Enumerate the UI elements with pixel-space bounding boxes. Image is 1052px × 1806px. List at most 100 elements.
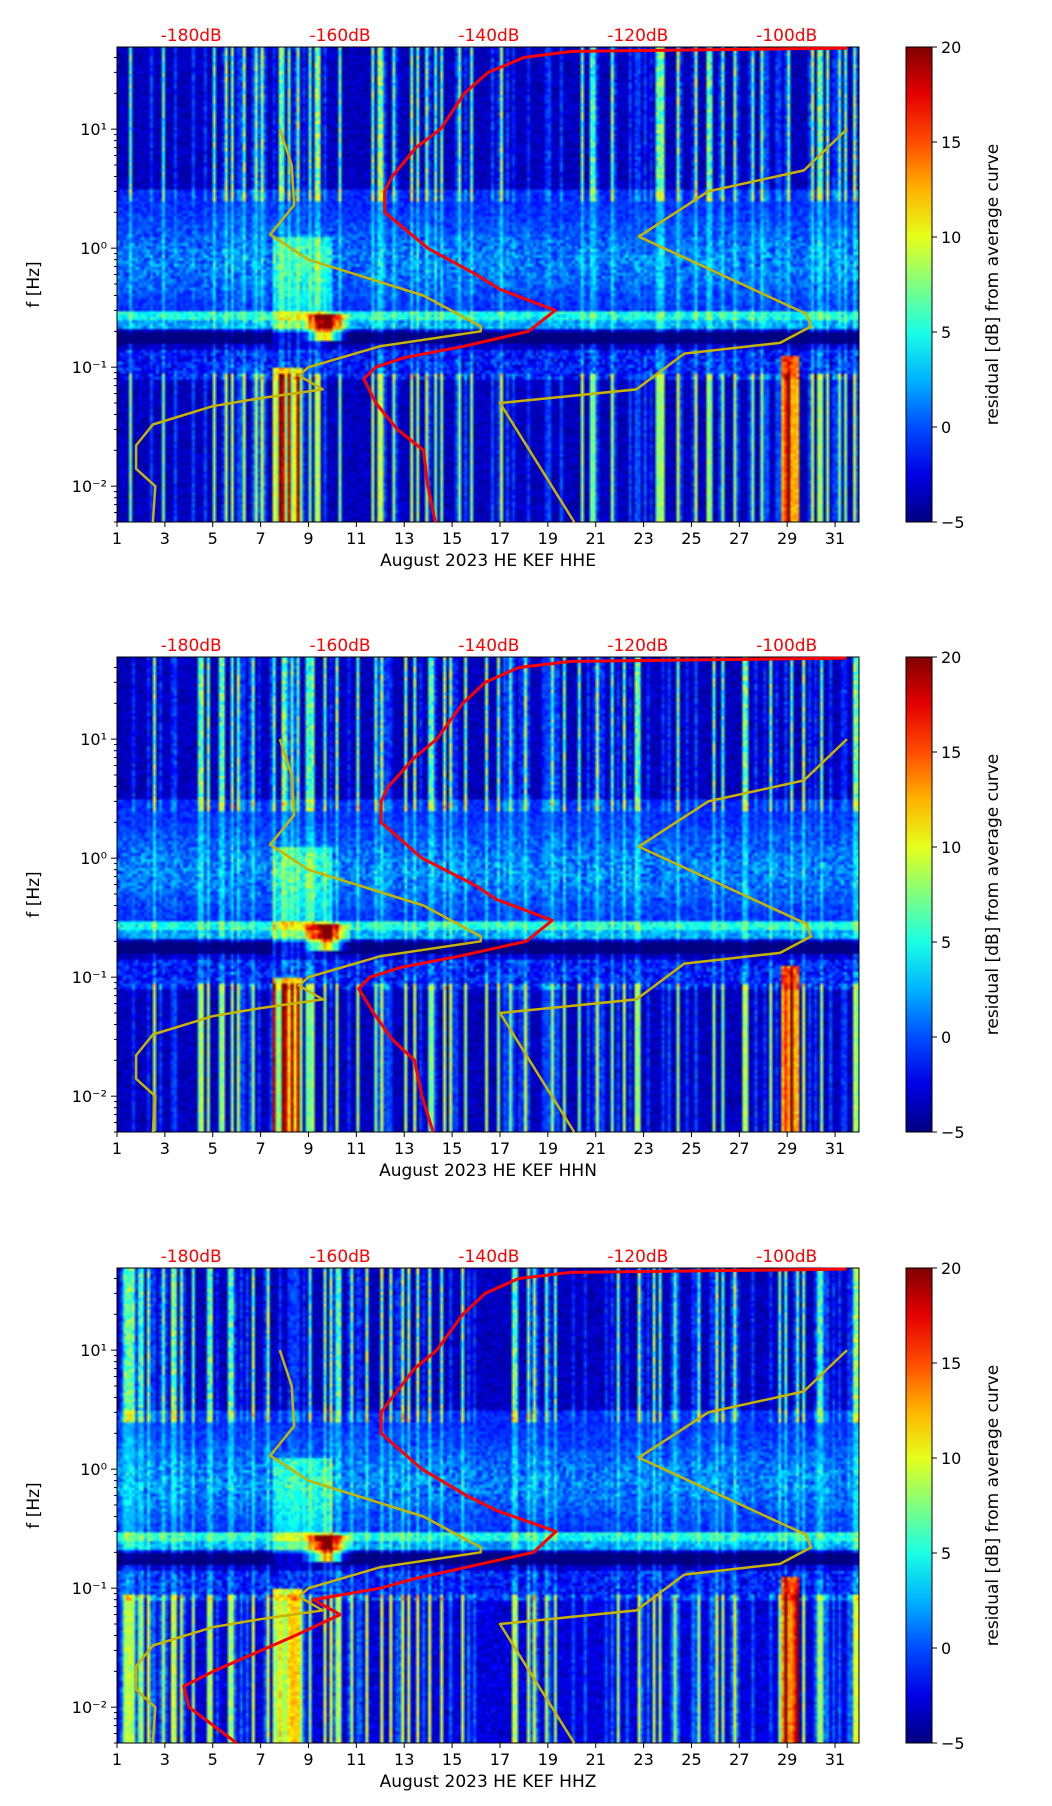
y-tick-label: 10¹ xyxy=(80,730,107,749)
top-db-label: -160dB xyxy=(310,26,371,46)
colorbar-tick-label: 5 xyxy=(941,1544,951,1563)
colorbar xyxy=(905,1267,933,1744)
y-tick-label: 10⁻² xyxy=(72,1698,107,1717)
colorbar xyxy=(905,46,933,523)
y-tick-label: 10⁰ xyxy=(80,849,107,868)
y-tick-label: 10⁰ xyxy=(80,1460,107,1479)
spectrogram-hhe xyxy=(117,47,859,522)
x-tick-label: 27 xyxy=(729,1750,749,1769)
x-tick-label: 29 xyxy=(777,1750,797,1769)
colorbar-label: residual [dB] from average curve xyxy=(983,1365,1003,1646)
high-noise-model-curve xyxy=(498,1349,848,1744)
colorbar-tick-label: −5 xyxy=(941,1734,965,1753)
average-psd-curve xyxy=(357,656,847,1133)
average-psd-curve xyxy=(182,1267,847,1745)
y-axis-label: f [Hz] xyxy=(24,261,44,307)
colorbar-tick-label: 15 xyxy=(941,1354,961,1373)
axes-hhe: 1 3 5 7 9 11 13 15 17 19 21 23 25 27 29 3110⁻²10⁻¹10⁰10… xyxy=(24,26,1003,571)
x-tick-label: 19 xyxy=(538,1750,558,1769)
low-noise-model-curve xyxy=(134,1349,483,1744)
top-db-label: -100dB xyxy=(756,636,817,656)
top-db-label: -160dB xyxy=(310,1247,371,1267)
colorbar-tick-label: 5 xyxy=(941,323,951,342)
x-tick-label: 29 xyxy=(777,1139,797,1158)
x-tick-label: 17 xyxy=(490,1139,510,1158)
x-tick-label: 1 xyxy=(112,1139,122,1158)
x-tick-label: 11 xyxy=(346,529,366,548)
top-db-label: -180dB xyxy=(161,1247,222,1267)
x-tick-label: 19 xyxy=(538,529,558,548)
x-tick-label: 29 xyxy=(777,529,797,548)
plot-frame xyxy=(116,656,860,1133)
x-tick-label: 25 xyxy=(681,529,701,548)
x-tick-label: 5 xyxy=(208,1139,218,1158)
x-tick-label: 1 xyxy=(112,1750,122,1769)
colorbar-tick-label: 0 xyxy=(941,418,951,437)
y-tick-label: 10⁻¹ xyxy=(72,1579,107,1598)
x-tick-label: 13 xyxy=(394,1750,414,1769)
x-axis-label: August 2023 HE KEF HHN xyxy=(379,1161,597,1181)
plot-frame xyxy=(116,46,860,523)
x-tick-label: 3 xyxy=(160,1139,170,1158)
x-tick-label: 23 xyxy=(633,1139,653,1158)
x-tick-label: 13 xyxy=(394,1139,414,1158)
y-tick-label: 10⁻¹ xyxy=(72,968,107,987)
x-tick-label: 1 xyxy=(112,529,122,548)
x-tick-label: 17 xyxy=(490,529,510,548)
low-noise-model-curve xyxy=(134,128,483,523)
y-tick-label: 10¹ xyxy=(80,1341,107,1360)
x-tick-label: 27 xyxy=(729,1139,749,1158)
panel-hhe: 1 3 5 7 9 11 13 15 17 19 21 23 25 27 29 31 10⁻² 10⁻¹ 10⁰ 10… xyxy=(0,26,1052,647)
x-tick-label: 21 xyxy=(586,1139,606,1158)
plot-frame xyxy=(116,1267,860,1744)
x-tick-label: 13 xyxy=(394,529,414,548)
x-tick-label: 31 xyxy=(825,1139,845,1158)
average-psd-curve xyxy=(362,46,848,523)
panel-hhn: 1 3 5 7 9 11 13 15 17 19 21 23 25 27 29 31 10⁻² 10⁻¹ 10⁰ 10… xyxy=(0,636,1052,1257)
colorbar-tick-label: 10 xyxy=(941,1449,961,1468)
x-tick-label: 23 xyxy=(633,529,653,548)
x-tick-label: 31 xyxy=(825,529,845,548)
y-tick-label: 10⁻² xyxy=(72,477,107,496)
colorbar-tick-label: 20 xyxy=(941,38,961,57)
colorbar-tick-label: −5 xyxy=(941,513,965,532)
top-db-label: -120dB xyxy=(607,26,668,46)
colorbar-tick-label: 10 xyxy=(941,228,961,247)
axes-hhz: 1 3 5 7 9 11 13 15 17 19 21 23 25 27 29 3110⁻²10⁻¹10⁰10… xyxy=(24,1247,1003,1792)
x-tick-label: 9 xyxy=(303,529,313,548)
x-tick-label: 27 xyxy=(729,529,749,548)
colorbar-tick-label: 15 xyxy=(941,133,961,152)
high-noise-model-curve xyxy=(498,128,848,523)
x-tick-label: 7 xyxy=(256,1139,266,1158)
top-db-label: -120dB xyxy=(607,636,668,656)
low-noise-model-curve xyxy=(134,738,483,1133)
x-tick-label: 15 xyxy=(442,529,462,548)
x-tick-label: 17 xyxy=(490,1750,510,1769)
y-tick-label: 10⁻² xyxy=(72,1087,107,1106)
x-tick-label: 5 xyxy=(208,529,218,548)
y-tick-label: 10⁰ xyxy=(80,239,107,258)
colorbar-tick-label: 10 xyxy=(941,838,961,857)
x-tick-label: 21 xyxy=(586,529,606,548)
colorbar xyxy=(905,656,933,1133)
x-tick-label: 7 xyxy=(256,1750,266,1769)
x-tick-label: 5 xyxy=(208,1750,218,1769)
top-db-label: -180dB xyxy=(161,26,222,46)
x-tick-label: 15 xyxy=(442,1139,462,1158)
colorbar-tick-label: 20 xyxy=(941,1259,961,1278)
top-db-label: -120dB xyxy=(607,1247,668,1267)
panel-hhz: 1 3 5 7 9 11 13 15 17 19 21 23 25 27 29 31 10⁻² 10⁻¹ 10⁰ 10… xyxy=(0,1247,1052,1806)
x-tick-label: 25 xyxy=(681,1139,701,1158)
top-db-label: -180dB xyxy=(161,636,222,656)
colorbar-tick-label: 0 xyxy=(941,1639,951,1658)
y-tick-label: 10⁻¹ xyxy=(72,358,107,377)
colorbar-label: residual [dB] from average curve xyxy=(983,144,1003,425)
top-db-label: -140dB xyxy=(458,1247,519,1267)
colorbar-tick-label: −5 xyxy=(941,1123,965,1142)
x-tick-label: 11 xyxy=(346,1750,366,1769)
colorbar-tick-label: 15 xyxy=(941,743,961,762)
x-tick-label: 21 xyxy=(586,1750,606,1769)
colorbar-label: residual [dB] from average curve xyxy=(983,754,1003,1035)
x-tick-label: 23 xyxy=(633,1750,653,1769)
x-tick-label: 3 xyxy=(160,529,170,548)
